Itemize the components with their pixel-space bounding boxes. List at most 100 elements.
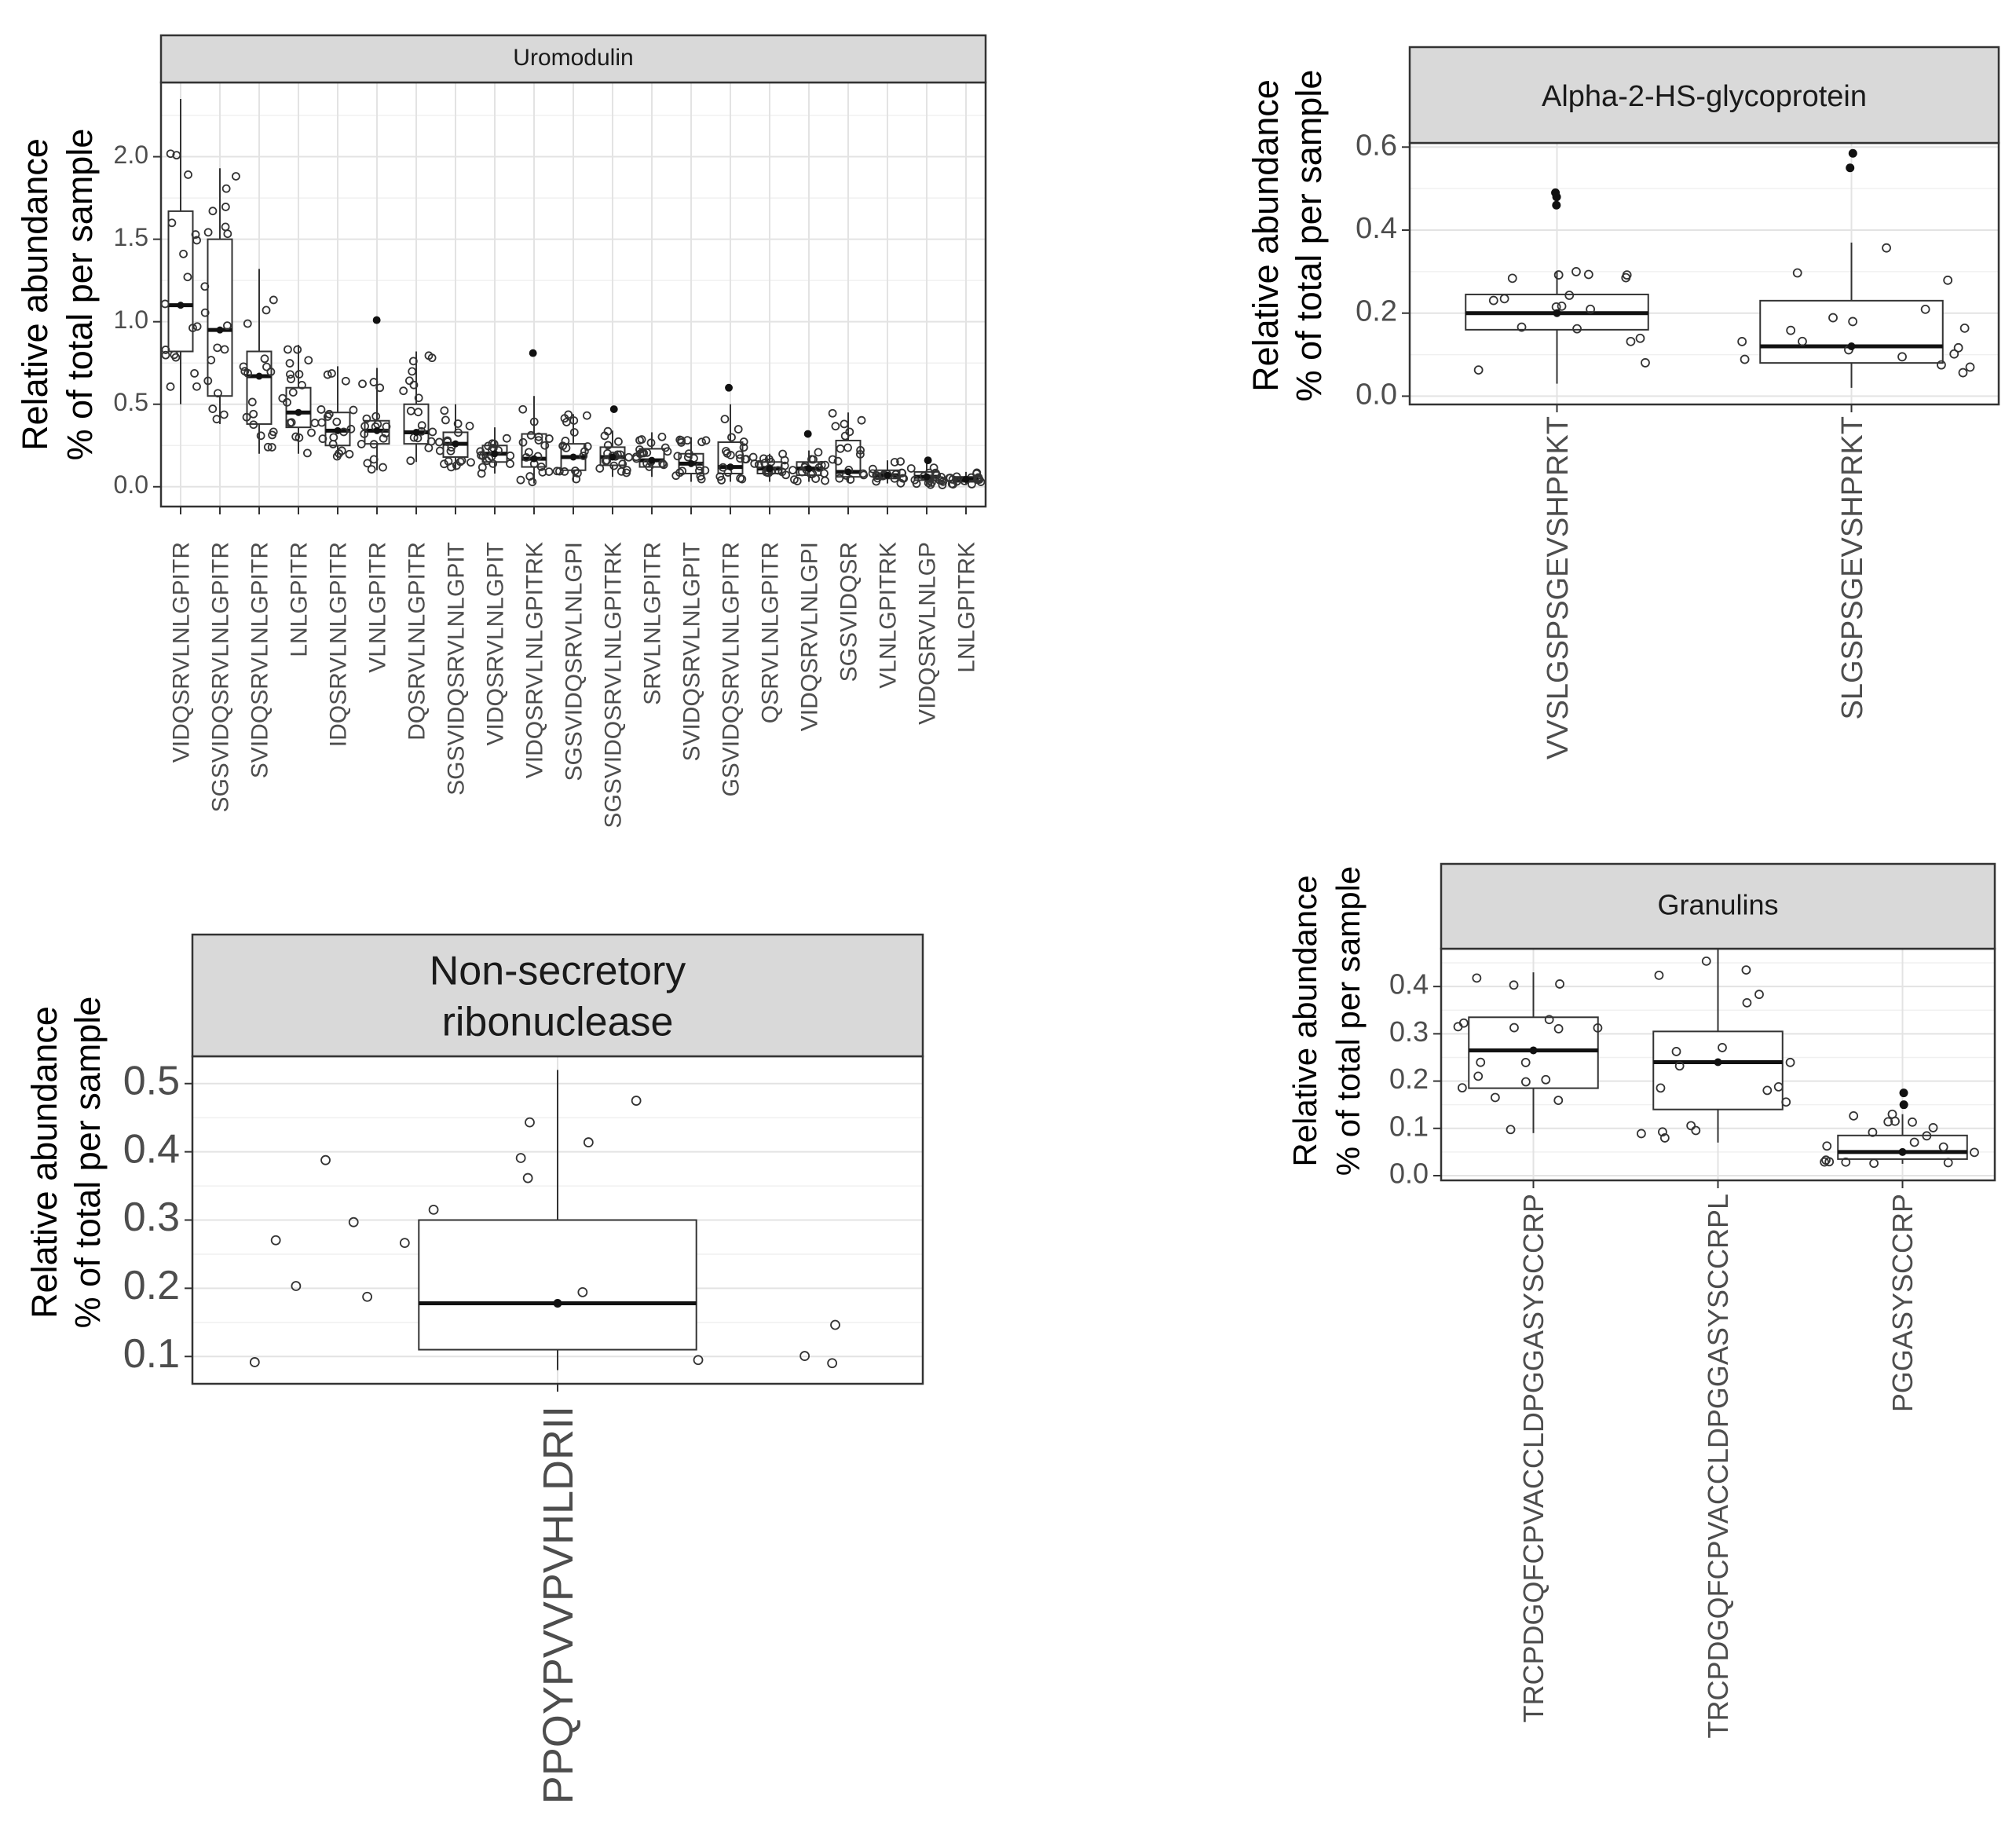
strip-header [159, 34, 987, 84]
sample-point [830, 1319, 840, 1330]
x-category-label: SGSVIDQSRVLNLGPIT [444, 542, 470, 796]
sample-point [1656, 1083, 1666, 1093]
median-point [844, 468, 852, 476]
sample-point [579, 452, 588, 460]
sample-point [727, 433, 736, 442]
median-point [923, 473, 931, 481]
median-point [766, 465, 774, 473]
sample-point [371, 412, 381, 421]
sample-point [375, 383, 385, 393]
y-tick-label: 0.1 [123, 1331, 180, 1377]
sample-point [506, 451, 515, 460]
sample-point [891, 470, 901, 479]
y-tick-label: 0.0 [114, 470, 148, 499]
sample-point [631, 1096, 642, 1106]
sample-point [735, 450, 745, 459]
sample-point [780, 461, 789, 470]
outlier-point [1552, 200, 1561, 210]
sample-point [1754, 990, 1764, 1000]
sample-point [739, 443, 748, 452]
sample-point [484, 441, 493, 451]
sample-point [172, 151, 181, 160]
sample-point [780, 456, 789, 465]
median-point [295, 408, 302, 416]
sample-point [1848, 316, 1858, 327]
sample-point [477, 463, 487, 472]
y-axis-title: Relative abundance [24, 1006, 64, 1319]
sample-point [695, 466, 704, 475]
sample-point [774, 466, 783, 475]
sample-point [717, 475, 726, 485]
y-tick-label: 1.0 [114, 306, 148, 334]
sample-point [1571, 267, 1581, 276]
sample-point [673, 452, 682, 461]
sample-point [283, 397, 291, 407]
sample-point [528, 477, 537, 487]
sample-point [561, 437, 570, 445]
sample-point [399, 1238, 410, 1249]
sample-point [967, 480, 976, 488]
sample-point [1593, 1023, 1603, 1033]
median-point [177, 302, 185, 309]
x-category-label: LNLGPITR [287, 542, 313, 657]
sample-point [525, 1117, 535, 1128]
x-category-label: DQSRVLNLGPITR [404, 542, 430, 741]
box-SGSVIDQSRVLNLGPIT [434, 404, 475, 472]
box-SGSVIDQSRVLNLGPI [552, 410, 592, 484]
sample-point [515, 1153, 526, 1163]
x-category-label: VLNLGPITR [365, 542, 391, 673]
box-PPQYPVVPVHLDRII [249, 1070, 840, 1370]
sample-point [1849, 1110, 1859, 1121]
sample-point [1658, 1127, 1667, 1137]
median-point [530, 455, 538, 463]
strip-title: Uromodulin [513, 45, 633, 71]
sample-point [1641, 358, 1650, 368]
sample-point [845, 427, 854, 437]
panel-nonsecretory: Non-secretory ribonuclease 0.1 0.2 0.3 0.4 0.5… [24, 933, 924, 1804]
median-point [609, 453, 617, 461]
sample-point [477, 451, 486, 460]
box-VIDQSRVLNLGPIT [476, 427, 515, 478]
sample-point [167, 218, 177, 228]
box-VIDQSRVLNLGPITR [160, 99, 202, 404]
sample-point [409, 380, 419, 390]
sample-point [617, 466, 626, 476]
sample-point [814, 448, 823, 457]
sample-point [856, 445, 865, 455]
strip-header [191, 933, 924, 1058]
box-SGSVIDQSRVLNLGPITRK [595, 405, 633, 477]
median-point [491, 450, 499, 458]
y-axis-title: % of total per sample [60, 129, 100, 461]
sample-point [285, 419, 295, 427]
sample-point [502, 434, 511, 443]
sample-point [477, 469, 486, 478]
sample-point [868, 464, 877, 474]
sample-point [1488, 295, 1498, 306]
strip-title: Non-secretory [430, 949, 686, 994]
x-category-label: SGSVIDQSRVLNLGPI [562, 542, 587, 781]
sample-point [317, 418, 327, 427]
sample-point [678, 466, 687, 476]
sample-point [544, 434, 554, 443]
box-iqr [418, 1219, 697, 1351]
sample-point [516, 475, 525, 485]
y-tick-label: 0.6 [1356, 129, 1397, 162]
sample-point [304, 356, 313, 365]
sample-point [540, 441, 550, 450]
sample-point [1507, 273, 1517, 284]
sample-point [890, 474, 899, 483]
x-category-label: VIDQSRVLNLGPI [797, 542, 823, 731]
median-point [962, 475, 970, 483]
sample-point [582, 411, 591, 420]
box-VVSLGSPSGEVSHPRKT [1465, 188, 1650, 384]
x-category-label: TRCPDGQFCPVACCLDPGGASYSCCRP [1517, 1194, 1550, 1722]
sample-point [192, 382, 201, 391]
sample-point [890, 458, 899, 466]
sample-point [426, 437, 436, 446]
sample-point [220, 345, 229, 354]
sample-point [260, 354, 269, 364]
sample-point [807, 455, 816, 464]
sample-point [646, 438, 656, 448]
y-tick-label: 2.0 [114, 141, 148, 169]
box-SGSVIDQSR [828, 408, 869, 484]
